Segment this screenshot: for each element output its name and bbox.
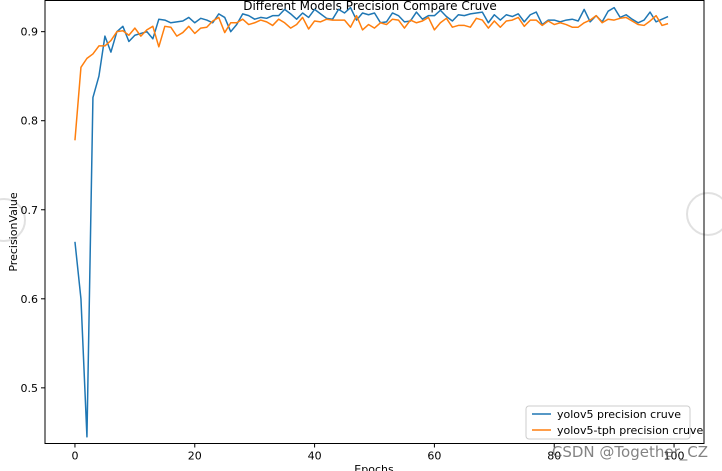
plot-frame	[44, 0, 705, 444]
y-axis-title: PrecisionValue	[7, 192, 20, 272]
legend: yolov5 precision cruve yolov5-tph precis…	[525, 405, 703, 440]
x-tick-label: 40	[308, 450, 322, 463]
legend-label-yolov5-tph: yolov5-tph precision cruve	[557, 424, 703, 437]
x-tick-label: 80	[547, 450, 561, 463]
x-tick-label: 100	[664, 450, 685, 463]
x-axis-title: Epochs	[354, 463, 394, 471]
x-tick-label: 0	[71, 450, 78, 463]
legend-box	[525, 405, 691, 440]
y-tick-label: 0.5	[21, 382, 39, 395]
series-line-yolov5-tph	[74, 14, 669, 141]
chart-title: Different Models Precision Compare Cruve	[243, 0, 497, 13]
x-axis: 0 20 40 60 80 100	[71, 443, 685, 463]
y-tick-label: 0.6	[21, 293, 39, 306]
watermark-text: CSDN @Together_CZ	[551, 443, 708, 461]
y-tick-label: 0.8	[21, 115, 39, 128]
x-tick-label: 60	[427, 450, 441, 463]
y-tick-label: 0.9	[21, 26, 39, 39]
y-tick-label: 0.7	[21, 204, 39, 217]
series-layer	[74, 6, 669, 438]
legend-label-yolov5: yolov5 precision cruve	[557, 408, 681, 421]
y-axis: 0.5 0.6 0.7 0.8 0.9	[21, 26, 45, 395]
series-line-yolov5	[74, 6, 669, 438]
x-tick-label: 20	[188, 450, 202, 463]
